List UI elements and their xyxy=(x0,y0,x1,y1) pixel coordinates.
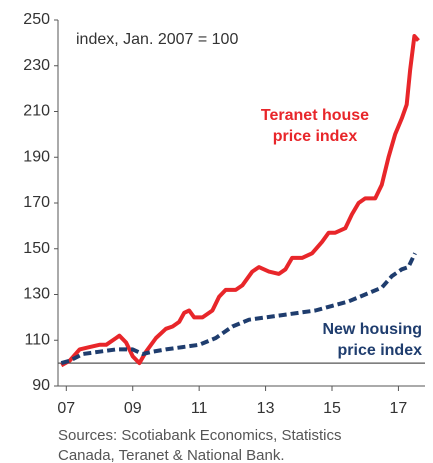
y-tick-label: 90 xyxy=(32,377,50,394)
x-tick-label: 09 xyxy=(124,400,142,417)
x-tick-label: 11 xyxy=(191,400,208,417)
y-tick-label: 250 xyxy=(23,11,50,28)
y-tick-label: 150 xyxy=(23,240,50,257)
x-tick-label: 15 xyxy=(323,400,341,417)
x-tick-label: 13 xyxy=(257,400,275,417)
chart-subtitle: index, Jan. 2007 = 100 xyxy=(76,31,238,48)
series-label: New housing xyxy=(322,321,422,338)
x-tick-label: 07 xyxy=(57,400,75,417)
y-tick-label: 110 xyxy=(24,331,50,348)
series-line xyxy=(60,34,420,368)
y-tick-label: 130 xyxy=(23,286,50,303)
series-label: Teranet house xyxy=(261,107,369,124)
y-tick-label: 230 xyxy=(23,57,50,74)
y-tick-label: 210 xyxy=(23,103,50,120)
source-line: Sources: Scotiabank Economics, Statistic… xyxy=(58,427,341,444)
x-tick-label: 17 xyxy=(390,400,408,417)
y-tick-label: 190 xyxy=(23,148,50,165)
series-label: price index xyxy=(338,342,423,359)
series-label: price index xyxy=(273,128,358,145)
y-tick-label: 170 xyxy=(23,194,50,211)
source-line: Canada, Teranet & National Bank. xyxy=(58,447,285,463)
